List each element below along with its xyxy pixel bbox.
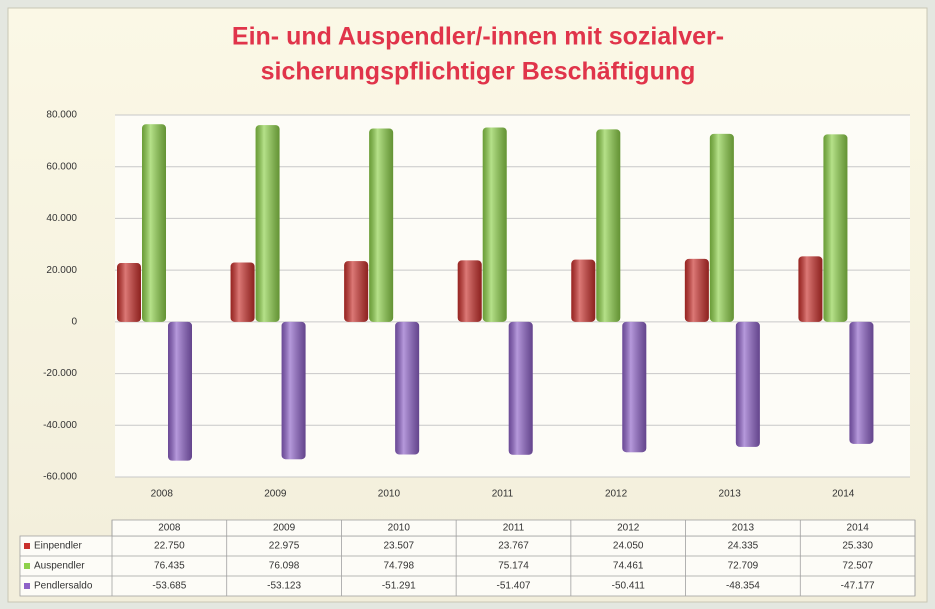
x-tick-label: 2014 (832, 489, 855, 500)
bar-shading (709, 133, 734, 322)
bar-shading (230, 262, 255, 322)
y-tick-label: 40.000 (46, 213, 77, 224)
table-value: -51.291 (382, 581, 416, 592)
table-value: 23.767 (498, 541, 529, 552)
table-header: 2014 (847, 523, 870, 534)
table-value: 24.050 (613, 541, 644, 552)
table-value: 24.335 (728, 541, 759, 552)
legend-label: Pendlersaldo (34, 581, 93, 592)
table-header: 2010 (388, 523, 411, 534)
x-tick-label: 2011 (492, 489, 514, 500)
bar-shading (457, 260, 482, 322)
legend-label: Auspendler (34, 561, 85, 572)
table-value: 72.709 (728, 561, 759, 572)
x-tick-label: 2012 (605, 489, 628, 500)
x-tick-label: 2008 (151, 489, 174, 500)
bar-shading (622, 321, 647, 453)
table-value: 72.507 (842, 561, 873, 572)
bar-shading (281, 321, 306, 460)
bar-shading (596, 129, 621, 322)
bar-shading (798, 256, 823, 322)
bar-shading (849, 321, 874, 444)
table-value: -53.123 (267, 581, 301, 592)
x-tick-label: 2009 (264, 489, 287, 500)
table-header: 2008 (158, 523, 181, 534)
table-value: 25.330 (842, 541, 873, 552)
table-value: -51.407 (497, 581, 531, 592)
bar-shading (735, 321, 760, 447)
y-tick-label: 60.000 (46, 161, 77, 172)
table-value: 76.098 (269, 561, 300, 572)
y-tick-label: -20.000 (43, 368, 77, 379)
table-value: -47.177 (841, 581, 875, 592)
x-tick-label: 2013 (719, 489, 742, 500)
bar-shading (369, 128, 394, 322)
x-tick-label: 2010 (378, 489, 401, 500)
table-bg (19, 535, 916, 597)
legend-swatch (24, 543, 30, 549)
table-value: 74.798 (383, 561, 414, 572)
table-value: 76.435 (154, 561, 185, 572)
bar-shading (168, 321, 192, 461)
table-value: -53.685 (152, 581, 186, 592)
table-value: 22.975 (269, 541, 300, 552)
bar-shading (571, 259, 596, 322)
chart-title: Ein- und Auspendler/-innen mit sozialver… (232, 23, 724, 51)
legend-swatch (24, 583, 30, 589)
bar-shading (684, 258, 709, 322)
bar-shading (823, 134, 848, 322)
bar-shading (255, 125, 280, 322)
table-header: 2013 (732, 523, 755, 534)
table-header: 2011 (503, 523, 525, 534)
legend-label: Einpendler (34, 541, 82, 552)
table-value: 23.507 (383, 541, 414, 552)
table-value: -48.354 (726, 581, 760, 592)
y-tick-label: -40.000 (43, 420, 77, 431)
table-value: -50.411 (612, 581, 646, 592)
chart-title: sicherungspflichtiger Beschäftigung (261, 58, 696, 86)
table-value: 74.461 (613, 561, 644, 572)
bar-shading (395, 321, 420, 455)
y-tick-label: 20.000 (46, 265, 77, 276)
bar-shading (142, 124, 166, 322)
table-value: 75.174 (498, 561, 529, 572)
y-tick-label: -60.000 (43, 472, 77, 483)
bar-shading (344, 261, 369, 322)
bar-shading (508, 321, 533, 455)
bar-shading (482, 127, 507, 322)
bar-shading (117, 263, 141, 322)
y-tick-label: 80.000 (46, 110, 77, 121)
legend-swatch (24, 563, 30, 569)
table-header: 2009 (273, 523, 296, 534)
y-tick-label: 0 (71, 316, 77, 327)
table-header: 2012 (617, 523, 640, 534)
table-value: 22.750 (154, 541, 185, 552)
